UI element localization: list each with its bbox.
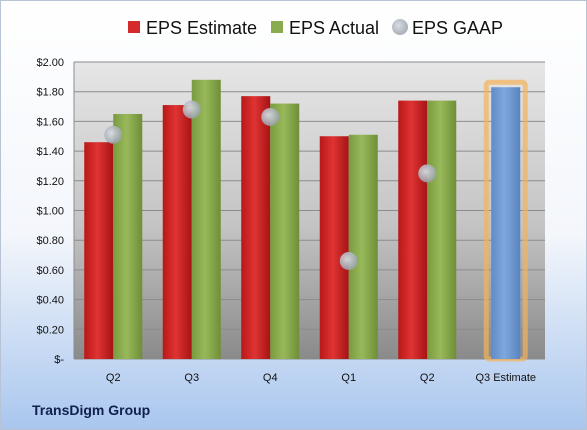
eps-actual-bar <box>427 100 457 360</box>
eps-forecast-bar <box>491 87 521 360</box>
y-tick-label: $1.80 <box>36 87 64 99</box>
legend-label: EPS Estimate <box>146 18 257 38</box>
y-tick-label: $1.60 <box>36 116 64 128</box>
legend-label: EPS Actual <box>289 18 379 38</box>
eps-estimate-bar <box>162 105 192 359</box>
eps-gaap-point <box>339 251 358 270</box>
y-tick-label: $1.20 <box>36 176 64 188</box>
eps-actual-bar <box>191 79 221 359</box>
eps-estimate-bar <box>398 100 428 360</box>
y-tick-label: $0.20 <box>36 324 64 336</box>
y-tick-label: $0.40 <box>36 295 64 307</box>
x-tick-label: Q4 <box>263 372 278 384</box>
eps-estimate-bar <box>241 96 271 359</box>
y-tick-label: $0.60 <box>36 265 64 277</box>
y-tick-label: $- <box>54 354 64 366</box>
eps-gaap-point <box>261 107 280 126</box>
eps-gaap-point <box>104 125 123 144</box>
x-tick-label: Q2 <box>106 372 121 384</box>
y-tick-label: $2.00 <box>36 57 64 69</box>
eps-actual-bar <box>348 134 378 359</box>
y-tick-label: $0.80 <box>36 235 64 247</box>
eps-actual-bar <box>113 113 143 359</box>
eps-actual-bar <box>270 103 300 359</box>
y-tick-label: $1.00 <box>36 206 64 218</box>
eps-estimate-bar <box>319 136 349 359</box>
legend-swatch <box>392 19 408 35</box>
x-tick-label: Q3 <box>184 372 199 384</box>
eps-gaap-point <box>418 164 437 183</box>
legend-label: EPS GAAP <box>412 18 503 38</box>
eps-estimate-bar <box>84 142 114 359</box>
x-tick-label: Q1 <box>341 372 356 384</box>
y-tick-label: $1.40 <box>36 146 64 158</box>
legend-swatch <box>128 21 140 33</box>
legend-swatch <box>271 21 283 33</box>
x-tick-label: Q3 Estimate <box>475 372 536 384</box>
company-name: TransDigm Group <box>32 402 151 418</box>
eps-gaap-point <box>182 100 201 119</box>
x-tick-label: Q2 <box>420 372 435 384</box>
